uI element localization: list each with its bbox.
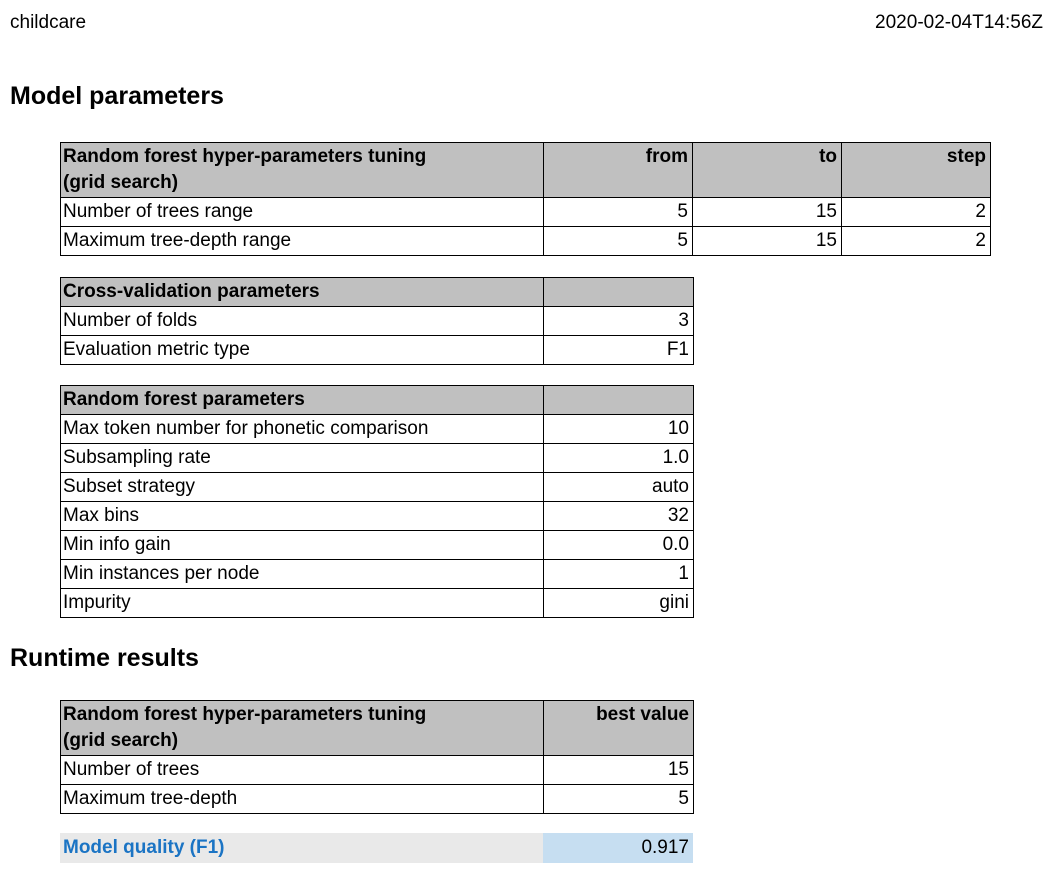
row-label: Evaluation metric type <box>60 335 544 365</box>
table-row: Impurity gini <box>60 588 694 618</box>
best-value-table: Random forest hyper-parameters tuning (g… <box>60 700 694 814</box>
row-value: 5 <box>543 784 694 814</box>
cross-validation-table: Cross-validation parameters Number of fo… <box>60 277 694 365</box>
cross-validation-table-title: Cross-validation parameters <box>60 277 544 307</box>
table-row: Subsampling rate 1.0 <box>60 443 694 473</box>
table-row: Number of folds 3 <box>60 306 694 336</box>
report-timestamp: 2020-02-04T14:56Z <box>875 12 1043 33</box>
table-row: Number of trees range 5 15 2 <box>60 197 991 227</box>
row-label: Min info gain <box>60 530 544 560</box>
tuning-table-title: Random forest hyper-parameters tuning (g… <box>60 142 544 198</box>
row-value: 10 <box>543 414 694 444</box>
row-value: 3 <box>543 306 694 336</box>
row-value-step: 2 <box>841 226 991 256</box>
table-row: Maximum tree-depth 5 <box>60 784 694 814</box>
table-row: Maximum tree-depth range 5 15 2 <box>60 226 991 256</box>
page-header: childcare 2020-02-04T14:56Z <box>0 0 1055 34</box>
table-row: Max token number for phonetic comparison… <box>60 414 694 444</box>
row-value-from: 5 <box>543 197 693 227</box>
row-label: Max token number for phonetic comparison <box>60 414 544 444</box>
table-header-row: Cross-validation parameters <box>60 277 694 307</box>
column-header-step: step <box>841 142 991 198</box>
runtime-results-heading: Runtime results <box>10 644 199 672</box>
row-label: Impurity <box>60 588 544 618</box>
row-label: Subset strategy <box>60 472 544 502</box>
row-value-to: 15 <box>692 197 842 227</box>
table-row: Min instances per node 1 <box>60 559 694 589</box>
row-label: Number of trees range <box>60 197 544 227</box>
row-value-step: 2 <box>841 197 991 227</box>
table-header-row: Random forest parameters <box>60 385 694 415</box>
random-forest-parameters-table: Random forest parameters Max token numbe… <box>60 385 694 618</box>
table-header-row: Random forest hyper-parameters tuning (g… <box>60 142 991 198</box>
row-label: Min instances per node <box>60 559 544 589</box>
row-value: gini <box>543 588 694 618</box>
row-value: 15 <box>543 755 694 785</box>
column-header-from: from <box>543 142 693 198</box>
row-value: 32 <box>543 501 694 531</box>
row-value-from: 5 <box>543 226 693 256</box>
row-value: F1 <box>543 335 694 365</box>
row-label: Subsampling rate <box>60 443 544 473</box>
model-quality-row: Model quality (F1) 0.917 <box>60 833 693 863</box>
row-value: 1 <box>543 559 694 589</box>
random-forest-table-title: Random forest parameters <box>60 385 544 415</box>
row-label: Number of folds <box>60 306 544 336</box>
row-value: 0.0 <box>543 530 694 560</box>
table-row: Number of trees 15 <box>60 755 694 785</box>
best-value-table-title: Random forest hyper-parameters tuning (g… <box>60 700 544 756</box>
column-header-to: to <box>692 142 842 198</box>
row-value-to: 15 <box>692 226 842 256</box>
model-quality-value: 0.917 <box>543 833 693 863</box>
row-value: auto <box>543 472 694 502</box>
empty-header-cell <box>543 385 694 415</box>
row-value: 1.0 <box>543 443 694 473</box>
table-row: Max bins 32 <box>60 501 694 531</box>
table-row: Evaluation metric type F1 <box>60 335 694 365</box>
app-title: childcare <box>10 12 87 33</box>
table-header-row: Random forest hyper-parameters tuning (g… <box>60 700 694 756</box>
empty-header-cell <box>543 277 694 307</box>
table-row: Min info gain 0.0 <box>60 530 694 560</box>
table-row: Subset strategy auto <box>60 472 694 502</box>
row-label: Maximum tree-depth <box>60 784 544 814</box>
model-parameters-heading: Model parameters <box>10 82 224 110</box>
row-label: Number of trees <box>60 755 544 785</box>
column-header-best-value: best value <box>543 700 694 756</box>
row-label: Maximum tree-depth range <box>60 226 544 256</box>
row-label: Max bins <box>60 501 544 531</box>
hyperparameter-tuning-table: Random forest hyper-parameters tuning (g… <box>60 142 991 256</box>
model-quality-label: Model quality (F1) <box>60 833 543 863</box>
